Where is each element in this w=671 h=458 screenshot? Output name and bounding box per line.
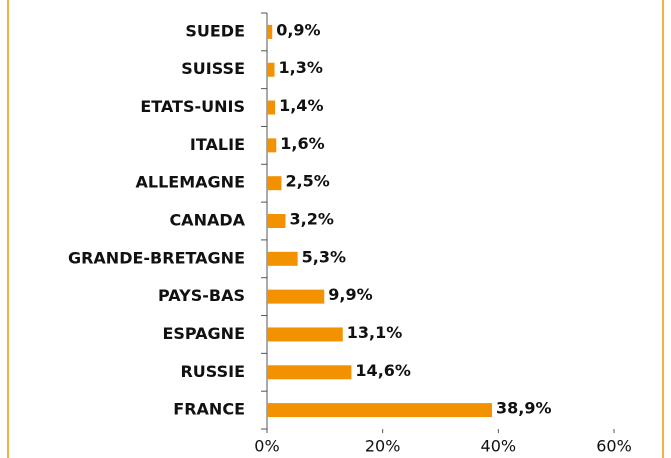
- value-label: 13,1%: [347, 323, 403, 342]
- bar: [267, 327, 343, 342]
- category-label: PAYS-BAS: [158, 286, 245, 305]
- bar: [267, 138, 277, 153]
- value-label: 1,4%: [279, 96, 323, 115]
- x-tick-label: 0%: [254, 437, 279, 456]
- x-tick-label: 60%: [596, 437, 632, 456]
- bar: [267, 214, 286, 228]
- x-tick-label: 40%: [481, 437, 517, 456]
- bar: [267, 403, 492, 418]
- category-label: CANADA: [169, 211, 245, 230]
- category-label: FRANCE: [173, 400, 245, 419]
- category-label: ETATS-UNIS: [140, 97, 245, 116]
- category-label: RUSSIE: [180, 362, 245, 381]
- value-label: 0,9%: [276, 20, 320, 39]
- value-label: 5,3%: [302, 247, 346, 266]
- bar: [267, 100, 276, 115]
- bar: [267, 289, 325, 304]
- value-label: 38,9%: [496, 399, 552, 418]
- value-label: 9,9%: [328, 285, 372, 304]
- value-label: 1,3%: [279, 58, 323, 77]
- category-label: GRANDE-BRETAGNE: [68, 248, 245, 267]
- category-label: ITALIE: [190, 135, 245, 154]
- value-label: 3,2%: [290, 210, 334, 229]
- category-label: SUEDE: [185, 21, 245, 40]
- category-label: SUISSE: [181, 59, 245, 78]
- bar: [267, 176, 282, 191]
- category-label: ESPAGNE: [162, 324, 245, 343]
- bar: [267, 62, 275, 77]
- bar: [267, 251, 298, 266]
- value-label: 2,5%: [285, 172, 329, 191]
- bar: [267, 365, 352, 380]
- value-label: 14,6%: [355, 361, 411, 380]
- x-tick-label: 20%: [365, 437, 401, 456]
- bar: [267, 24, 273, 39]
- value-label: 1,6%: [280, 134, 324, 153]
- category-label: ALLEMAGNE: [136, 173, 245, 192]
